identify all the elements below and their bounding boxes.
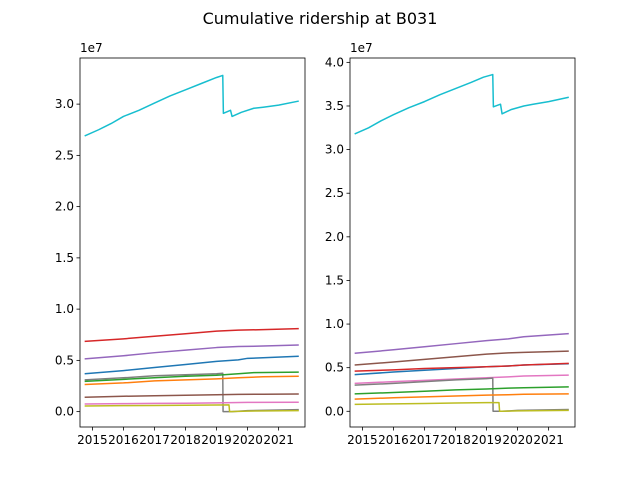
- x-tick-label: 2021: [533, 433, 564, 447]
- series-line-10: [354, 401, 569, 413]
- x-tick-label: 2019: [201, 433, 232, 447]
- series-line-5: [354, 362, 569, 372]
- plot-frame: [79, 57, 306, 428]
- y-tick-label: 3.0: [325, 143, 344, 157]
- x-tick-label: 2021: [263, 433, 294, 447]
- series-line-1: [84, 74, 299, 137]
- series-line-2: [354, 332, 569, 355]
- x-tick-label: 2020: [232, 433, 263, 447]
- figure-title: Cumulative ridership at B031: [203, 9, 438, 28]
- y-tick-label: 2.0: [325, 230, 344, 244]
- y-offset-label: 1e7: [80, 41, 103, 55]
- y-tick-label: 1.5: [55, 251, 74, 265]
- series-line-9: [84, 401, 299, 405]
- y-tick-label: 4.0: [325, 55, 344, 69]
- series-line-10: [84, 404, 299, 413]
- y-tick-label: 0.5: [55, 353, 74, 367]
- y-offset-label: 1e7: [350, 41, 373, 55]
- series-line-2: [84, 327, 299, 343]
- y-tick-label: 3.0: [55, 97, 74, 111]
- y-tick-label: 2.0: [55, 200, 74, 214]
- x-tick-label: 2016: [378, 433, 409, 447]
- series-line-3: [84, 344, 299, 360]
- series-line-6: [354, 374, 569, 385]
- series-line-6: [84, 371, 299, 383]
- y-tick-label: 0.0: [325, 404, 344, 418]
- series-line-7: [84, 375, 299, 386]
- x-tick-label: 2017: [409, 433, 440, 447]
- x-tick-label: 2018: [440, 433, 471, 447]
- x-tick-label: 2016: [108, 433, 139, 447]
- x-tick-label: 2015: [347, 433, 378, 447]
- right-subplot: 2015 2016 2017 2018 2019 2020 2021 0.0 0.5 1.0 1.5…: [325, 41, 576, 447]
- y-tick-label: 2.5: [55, 148, 74, 162]
- series-line-4: [84, 355, 299, 375]
- y-tick-label: 0.5: [325, 361, 344, 375]
- plot-frame: [349, 57, 576, 428]
- y-tick-label: 1.0: [325, 317, 344, 331]
- series-line-8: [84, 393, 299, 399]
- y-tick-label: 2.5: [325, 186, 344, 200]
- x-tick-label: 2019: [471, 433, 502, 447]
- left-subplot: 2015 2016 2017 2018 2019 2020 2021 0.0 0.5 1.0 1.5…: [55, 41, 306, 447]
- series-line-9: [354, 393, 569, 400]
- y-tick-label: 1.0: [55, 302, 74, 316]
- y-tick-label: 1.5: [325, 273, 344, 287]
- y-tick-label: 3.5: [325, 99, 344, 113]
- x-tick-label: 2015: [77, 433, 108, 447]
- x-tick-label: 2017: [139, 433, 170, 447]
- series-line-8: [354, 386, 569, 395]
- series-line-3: [354, 350, 569, 366]
- x-tick-label: 2020: [502, 433, 533, 447]
- y-tick-label: 0.0: [55, 405, 74, 419]
- series-line-1: [354, 73, 569, 135]
- x-tick-label: 2018: [170, 433, 201, 447]
